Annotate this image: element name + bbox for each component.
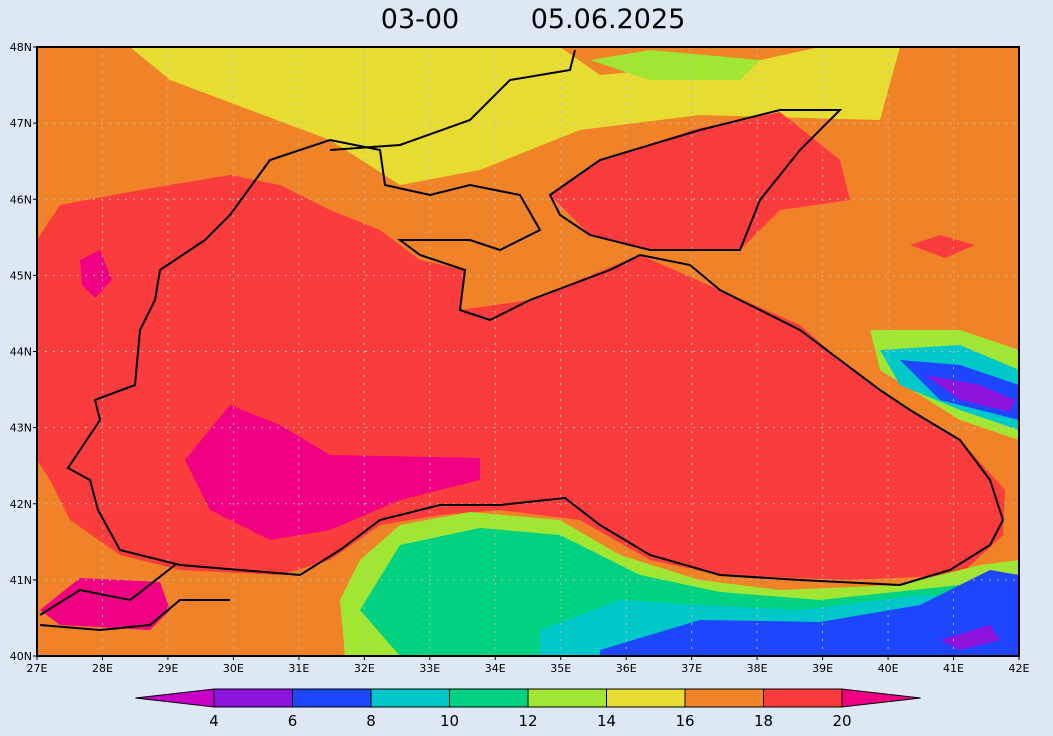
field-coldest-south bbox=[940, 625, 1000, 650]
field-warm-land-spot bbox=[40, 578, 170, 630]
title-time: 03-00 bbox=[381, 4, 459, 35]
field-east-coldest bbox=[925, 375, 1015, 412]
lat-label: 40N bbox=[10, 650, 32, 663]
lon-label: 30E bbox=[223, 662, 244, 675]
colorbar-label: 4 bbox=[209, 712, 219, 730]
lon-label: 29E bbox=[157, 662, 178, 675]
colorbar-segment bbox=[684, 688, 764, 708]
lat-label: 46N bbox=[10, 193, 32, 206]
colorbar-segment bbox=[527, 688, 607, 708]
lat-label: 48N bbox=[10, 41, 32, 54]
lat-label: 44N bbox=[10, 346, 32, 359]
lon-label: 32E bbox=[354, 662, 375, 675]
colorbar-label: 6 bbox=[288, 712, 298, 730]
colorbar-segment bbox=[370, 688, 450, 708]
coastline bbox=[66, 49, 1005, 587]
lon-label: 31E bbox=[288, 662, 309, 675]
lon-label: 36E bbox=[616, 662, 637, 675]
field-land-green bbox=[590, 50, 760, 80]
lon-label: 38E bbox=[747, 662, 768, 675]
colorbar-label: 16 bbox=[675, 712, 694, 730]
colorbar-segment bbox=[213, 688, 293, 708]
lon-label: 34E bbox=[485, 662, 506, 675]
field-colder bbox=[600, 570, 1019, 656]
graticule bbox=[33, 46, 1020, 660]
field-azov bbox=[550, 112, 850, 250]
lon-label: 35E bbox=[550, 662, 571, 675]
colorbar-segment bbox=[449, 688, 529, 708]
lon-label: 40E bbox=[878, 662, 899, 675]
field-warm-core bbox=[185, 405, 480, 540]
colorbar-segment bbox=[292, 688, 372, 708]
lat-label: 45N bbox=[10, 269, 32, 282]
lon-label: 33E bbox=[419, 662, 440, 675]
field-warm-land bbox=[130, 47, 900, 185]
colorbar-segment bbox=[606, 688, 686, 708]
colorbar-label: 12 bbox=[518, 712, 537, 730]
colorbar-label: 18 bbox=[754, 712, 773, 730]
lon-label: 28E bbox=[92, 662, 113, 675]
coastline-marmara bbox=[39, 564, 230, 632]
colorbar-label: 14 bbox=[597, 712, 616, 730]
colorbar-label: 10 bbox=[440, 712, 459, 730]
lon-label: 42E bbox=[1009, 662, 1030, 675]
lat-label: 41N bbox=[10, 574, 32, 587]
lon-label: 27E bbox=[27, 662, 48, 675]
colorbar-label: 8 bbox=[366, 712, 376, 730]
field bbox=[37, 47, 1019, 656]
colorbar-label: 20 bbox=[832, 712, 851, 730]
colorbar: 4 6 8 10 12 14 16 18 20 bbox=[135, 688, 921, 730]
lon-label: 39E bbox=[812, 662, 833, 675]
lat-label: 47N bbox=[10, 117, 32, 130]
lat-label: 43N bbox=[10, 422, 32, 435]
colorbar-segment bbox=[763, 688, 843, 708]
lon-label: 37E bbox=[681, 662, 702, 675]
field-warm-spot bbox=[80, 250, 112, 298]
title-date: 05.06.2025 bbox=[531, 4, 686, 35]
colorbar-over bbox=[841, 688, 921, 708]
map-frame bbox=[36, 46, 1020, 657]
field-east-spot bbox=[910, 235, 975, 258]
lat-label: 42N bbox=[10, 498, 32, 511]
lon-label: 41E bbox=[943, 662, 964, 675]
